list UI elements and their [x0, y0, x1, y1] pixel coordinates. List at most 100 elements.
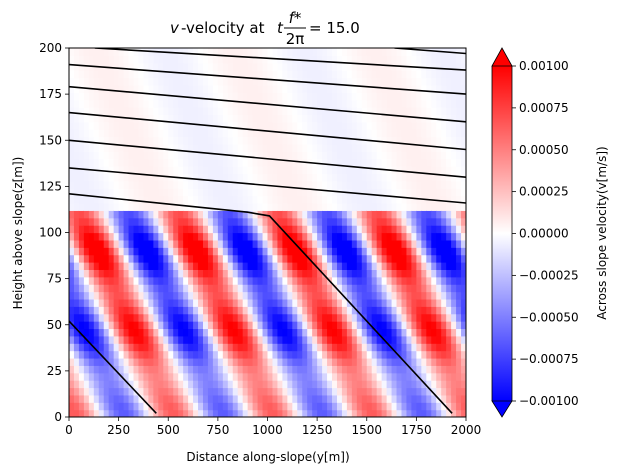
heatmap-cell — [257, 321, 264, 330]
heatmap-cell — [153, 291, 159, 300]
heatmap-cell — [267, 151, 274, 160]
heatmap-cell — [322, 365, 328, 374]
heatmap-cell — [461, 121, 466, 130]
heatmap-cell — [346, 217, 353, 226]
heatmap-cell — [371, 70, 378, 79]
heatmap-cell — [297, 350, 303, 359]
heatmap-cell — [371, 262, 378, 270]
heatmap-cell — [153, 84, 159, 93]
heatmap-cell — [73, 321, 80, 330]
heatmap-cell — [207, 372, 214, 381]
heatmap-cell — [376, 62, 383, 71]
heatmap-cell — [421, 48, 427, 56]
heatmap-cell — [341, 70, 348, 79]
heatmap-cell — [78, 173, 85, 182]
heatmap-cell — [396, 180, 403, 189]
heatmap-cell — [93, 136, 100, 145]
heatmap-cell — [411, 225, 417, 234]
heatmap-cell — [173, 99, 179, 108]
heatmap-cell — [451, 350, 457, 359]
heatmap-cell — [371, 365, 378, 374]
heatmap-cell — [302, 180, 308, 189]
heatmap-cell — [188, 107, 194, 116]
heatmap-cell — [118, 262, 125, 270]
heatmap-cell — [441, 180, 447, 189]
heatmap-cell — [277, 365, 283, 374]
heatmap-cell — [183, 269, 189, 278]
heatmap-cell — [456, 121, 462, 130]
heatmap-cell — [366, 313, 373, 322]
heatmap-cell — [193, 151, 199, 160]
heatmap-cell — [272, 48, 279, 56]
heatmap-cell — [78, 129, 85, 138]
heatmap-cell — [222, 350, 229, 359]
heatmap-cell — [98, 372, 105, 381]
heatmap-cell — [416, 306, 422, 315]
heatmap-cell — [307, 48, 313, 56]
heatmap-cell — [198, 92, 204, 101]
heatmap-cell — [222, 372, 229, 381]
heatmap-cell — [237, 380, 244, 389]
heatmap-cell — [98, 225, 105, 234]
heatmap-cell — [163, 92, 169, 101]
heatmap-cell — [327, 158, 333, 167]
heatmap-cell — [128, 306, 135, 315]
heatmap-cell — [93, 77, 100, 86]
heatmap-cell — [98, 291, 105, 300]
heatmap-cell — [262, 62, 269, 71]
heatmap-cell — [217, 291, 224, 300]
heatmap-cell — [436, 321, 442, 330]
heatmap-cell — [446, 357, 452, 366]
heatmap-cell — [272, 269, 279, 278]
heatmap-cell — [173, 262, 179, 270]
heatmap-cell — [113, 121, 120, 130]
heatmap-cell — [158, 276, 164, 285]
heatmap-cell — [183, 380, 189, 389]
heatmap-cell — [411, 262, 417, 270]
heatmap-cell — [69, 372, 75, 381]
heatmap-cell — [461, 114, 466, 123]
heatmap-cell — [202, 114, 209, 123]
heatmap-cell — [148, 284, 154, 293]
heatmap-cell — [416, 343, 422, 352]
heatmap-cell — [451, 188, 457, 197]
heatmap-cell — [198, 55, 204, 64]
heatmap-cell — [138, 350, 145, 359]
heatmap-cell — [247, 188, 254, 197]
heatmap-cell — [336, 173, 343, 182]
heatmap-cell — [461, 151, 466, 160]
heatmap-cell — [381, 269, 388, 278]
heatmap-cell — [143, 210, 149, 219]
heatmap-cell — [103, 136, 110, 145]
heatmap-cell — [193, 143, 199, 152]
heatmap-cell — [267, 372, 274, 381]
heatmap-cell — [272, 202, 279, 211]
heatmap-cell — [336, 394, 343, 403]
heatmap-cell — [436, 188, 442, 197]
heatmap-cell — [386, 291, 393, 300]
heatmap-cell — [356, 62, 363, 71]
heatmap-cell — [332, 262, 338, 270]
heatmap-cell — [436, 306, 442, 315]
heatmap-cell — [93, 48, 100, 56]
heatmap-cell — [332, 217, 338, 226]
heatmap-cell — [69, 350, 75, 359]
heatmap-cell — [78, 158, 85, 167]
heatmap-cell — [391, 357, 398, 366]
heatmap-cell — [93, 55, 100, 64]
heatmap-cell — [257, 313, 264, 322]
heatmap-cell — [386, 343, 393, 352]
heatmap-cell — [451, 121, 457, 130]
heatmap-cell — [322, 84, 328, 93]
heatmap-cell — [212, 180, 219, 189]
heatmap-cell — [272, 372, 279, 381]
heatmap-cell — [183, 70, 189, 79]
heatmap-cell — [232, 217, 239, 226]
heatmap-cell — [312, 239, 318, 248]
heatmap-cell — [93, 188, 100, 197]
heatmap-cell — [282, 166, 288, 175]
heatmap-cell — [83, 254, 90, 263]
heatmap-cell — [123, 92, 130, 101]
heatmap-cell — [188, 247, 194, 256]
heatmap-cell — [411, 173, 417, 182]
